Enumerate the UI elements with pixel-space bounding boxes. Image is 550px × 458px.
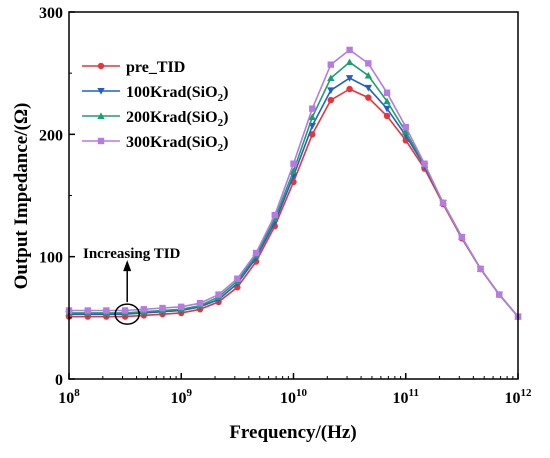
y-tick-label: 200 xyxy=(39,127,63,144)
ticks-layer: 108 109 1010 1011 1012 0 100 200 300 xyxy=(39,5,532,407)
data-point xyxy=(309,131,316,138)
data-point xyxy=(383,112,391,120)
y-tick-label: 300 xyxy=(39,5,63,22)
legend-marker xyxy=(97,88,105,95)
data-point xyxy=(439,199,447,207)
y-tick-label: 0 xyxy=(55,372,63,389)
legend-label: 200Krad(SiO2) xyxy=(126,109,228,129)
annotation-label: Increasing TID xyxy=(83,246,181,262)
data-point xyxy=(159,304,166,312)
data-point xyxy=(383,89,391,96)
annotation-arrow-head xyxy=(123,260,132,272)
data-point xyxy=(383,97,391,105)
data-point xyxy=(327,87,335,94)
data-point xyxy=(421,160,428,167)
data-point xyxy=(196,299,204,307)
data-point xyxy=(327,61,335,68)
data-point xyxy=(345,75,354,82)
series-4 xyxy=(65,46,522,320)
data-point xyxy=(402,128,410,135)
data-point xyxy=(178,303,185,311)
legend-label: pre_TID xyxy=(126,59,185,76)
legend-item: 200Krad(SiO2) xyxy=(82,109,228,129)
data-point xyxy=(290,160,297,167)
data-point xyxy=(271,211,278,219)
legend-marker xyxy=(97,137,105,145)
legend-item: 100Krad(SiO2) xyxy=(82,84,228,104)
legend-item: pre_TID xyxy=(82,59,185,76)
data-point xyxy=(365,94,372,101)
data-point xyxy=(308,113,316,121)
data-point xyxy=(458,233,466,241)
data-point xyxy=(364,84,372,92)
legend-label: 300Krad(SiO2) xyxy=(126,134,228,154)
data-point xyxy=(234,275,241,282)
legend: pre_TID 100Krad(SiO2) 200Krad(SiO2) 300Krad… xyxy=(82,59,228,154)
data-point xyxy=(346,85,353,93)
annotation-circle xyxy=(114,303,140,325)
x-tick-label: 109 xyxy=(171,387,193,407)
y-axis-title: Output Impedance/(Ω) xyxy=(11,103,32,290)
data-point xyxy=(477,265,484,273)
legend-marker xyxy=(97,112,105,119)
x-tick-label: 108 xyxy=(58,387,80,407)
x-tick-label: 1011 xyxy=(393,387,419,407)
series-layer xyxy=(65,46,522,321)
data-point xyxy=(346,46,353,54)
data-point xyxy=(252,249,260,257)
data-point xyxy=(383,105,391,113)
legend-label: 100Krad(SiO2) xyxy=(126,84,228,104)
data-point xyxy=(364,71,372,79)
annotation-layer: Increasing TID xyxy=(83,246,181,325)
data-point xyxy=(103,307,110,314)
data-point xyxy=(309,105,316,112)
data-point xyxy=(121,307,129,314)
legend-item: 300Krad(SiO2) xyxy=(82,134,228,154)
data-point xyxy=(327,74,335,82)
x-axis-title: Frequency/(Hz) xyxy=(229,422,356,443)
data-point xyxy=(402,123,409,131)
data-point xyxy=(140,306,148,313)
legend-marker xyxy=(97,62,105,70)
y-tick-label: 100 xyxy=(39,250,63,267)
x-tick-label: 1010 xyxy=(280,387,308,407)
data-point xyxy=(345,58,354,66)
data-point xyxy=(327,96,335,104)
x-tick-label: 1012 xyxy=(505,387,533,407)
data-point xyxy=(215,291,222,298)
data-point xyxy=(365,60,372,67)
data-point xyxy=(84,307,91,314)
data-point xyxy=(289,167,298,174)
data-point xyxy=(496,291,503,298)
